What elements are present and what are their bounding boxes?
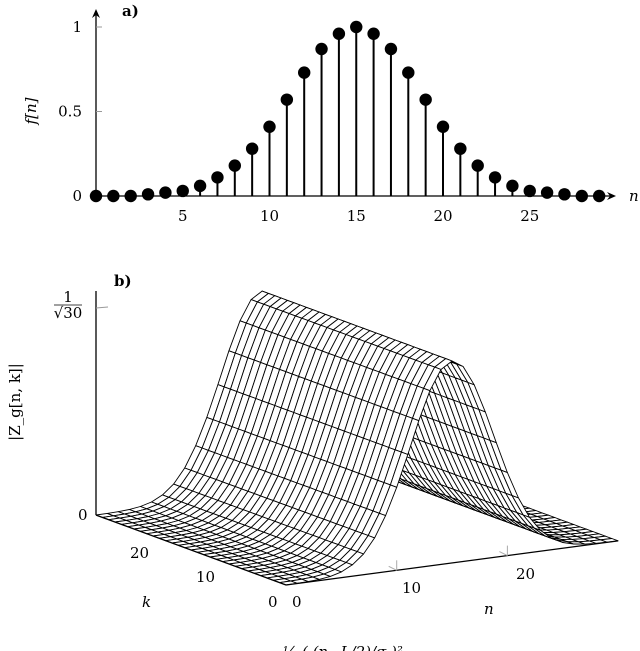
x-tick-label: 5 (178, 207, 188, 225)
stem-marker (471, 159, 484, 172)
surface-plot: b) 1 √30 0 |Z_g[n, k]| 0 10 20 k 0 10 20… (6, 272, 619, 618)
z-axis-label: |Z_g[n, k]| (6, 363, 24, 441)
stem-marker (540, 186, 554, 199)
caption-fragment: −½ ( (n−L/2)/σ )² (270, 643, 403, 651)
stem-marker (159, 186, 172, 199)
n-tick-20: 20 (516, 565, 535, 583)
stem-marker (436, 120, 450, 133)
n-axis (285, 540, 619, 586)
n-axis-label: n (484, 600, 494, 618)
floor-axes (95, 514, 619, 586)
stem-marker (558, 188, 571, 201)
x-axis-label: n (629, 187, 639, 205)
k-tick-20: 20 (130, 544, 149, 562)
stem-marker (367, 27, 380, 40)
stem-marker (315, 42, 328, 56)
k-axis-label: k (142, 593, 151, 611)
panel-b-label: b) (114, 272, 132, 290)
n-tick (499, 551, 508, 557)
stem-marker (89, 189, 103, 203)
stem-marker (298, 66, 311, 79)
x-tick-label: 15 (347, 207, 366, 225)
x-tick-label: 10 (260, 207, 279, 225)
stem-marker (176, 184, 189, 198)
stem-marker (245, 142, 259, 155)
y-tick-label: 1 (72, 18, 82, 36)
stem-marker (332, 27, 346, 40)
stem-marker (592, 189, 606, 203)
z-tick-top (95, 306, 109, 309)
y-axis-arrow-icon (92, 9, 100, 18)
z-tick-top-num: 1 (63, 288, 73, 306)
z-tick-zero: 0 (78, 506, 88, 524)
y-tick-label: 0.5 (58, 103, 82, 121)
y-axis-label: f[n] (22, 97, 40, 125)
stem-marker (280, 93, 294, 106)
k-tick-0: 0 (268, 593, 278, 611)
n-tick-0: 0 (292, 593, 302, 611)
stem-marker (575, 189, 588, 203)
stem-marker (211, 171, 224, 184)
stem-marker (107, 189, 120, 203)
x-axis-arrow-icon (607, 192, 616, 200)
mesh-surface (95, 290, 619, 586)
stem-marker (488, 171, 502, 184)
stem-marker (419, 93, 432, 106)
stem-marker (263, 120, 276, 133)
stem-plot: 0 0.5 1 5 10 15 20 25 a) n f[n] (22, 2, 639, 225)
stem-marker (506, 179, 519, 193)
stem-marker (193, 179, 207, 193)
stem-marker (454, 142, 467, 155)
y-tick-label: 0 (72, 187, 82, 205)
stem-marker (141, 188, 155, 201)
stem-marker (523, 184, 536, 198)
k-axis (95, 514, 287, 586)
stem-marker (228, 159, 241, 172)
x-tick-label: 25 (520, 207, 539, 225)
k-tick-10: 10 (196, 568, 215, 586)
stems (89, 20, 606, 203)
stem-marker (384, 42, 398, 56)
z-tick-top-den: √30 (54, 304, 83, 322)
x-ticks: 5 10 15 20 25 (178, 190, 539, 225)
panel-a-label: a) (122, 2, 139, 20)
n-tick-10: 10 (402, 579, 421, 597)
stem-marker (350, 20, 363, 34)
stem-marker (402, 66, 415, 79)
n-tick (388, 565, 397, 571)
x-tick-label: 20 (433, 207, 452, 225)
stem-marker (124, 189, 137, 203)
